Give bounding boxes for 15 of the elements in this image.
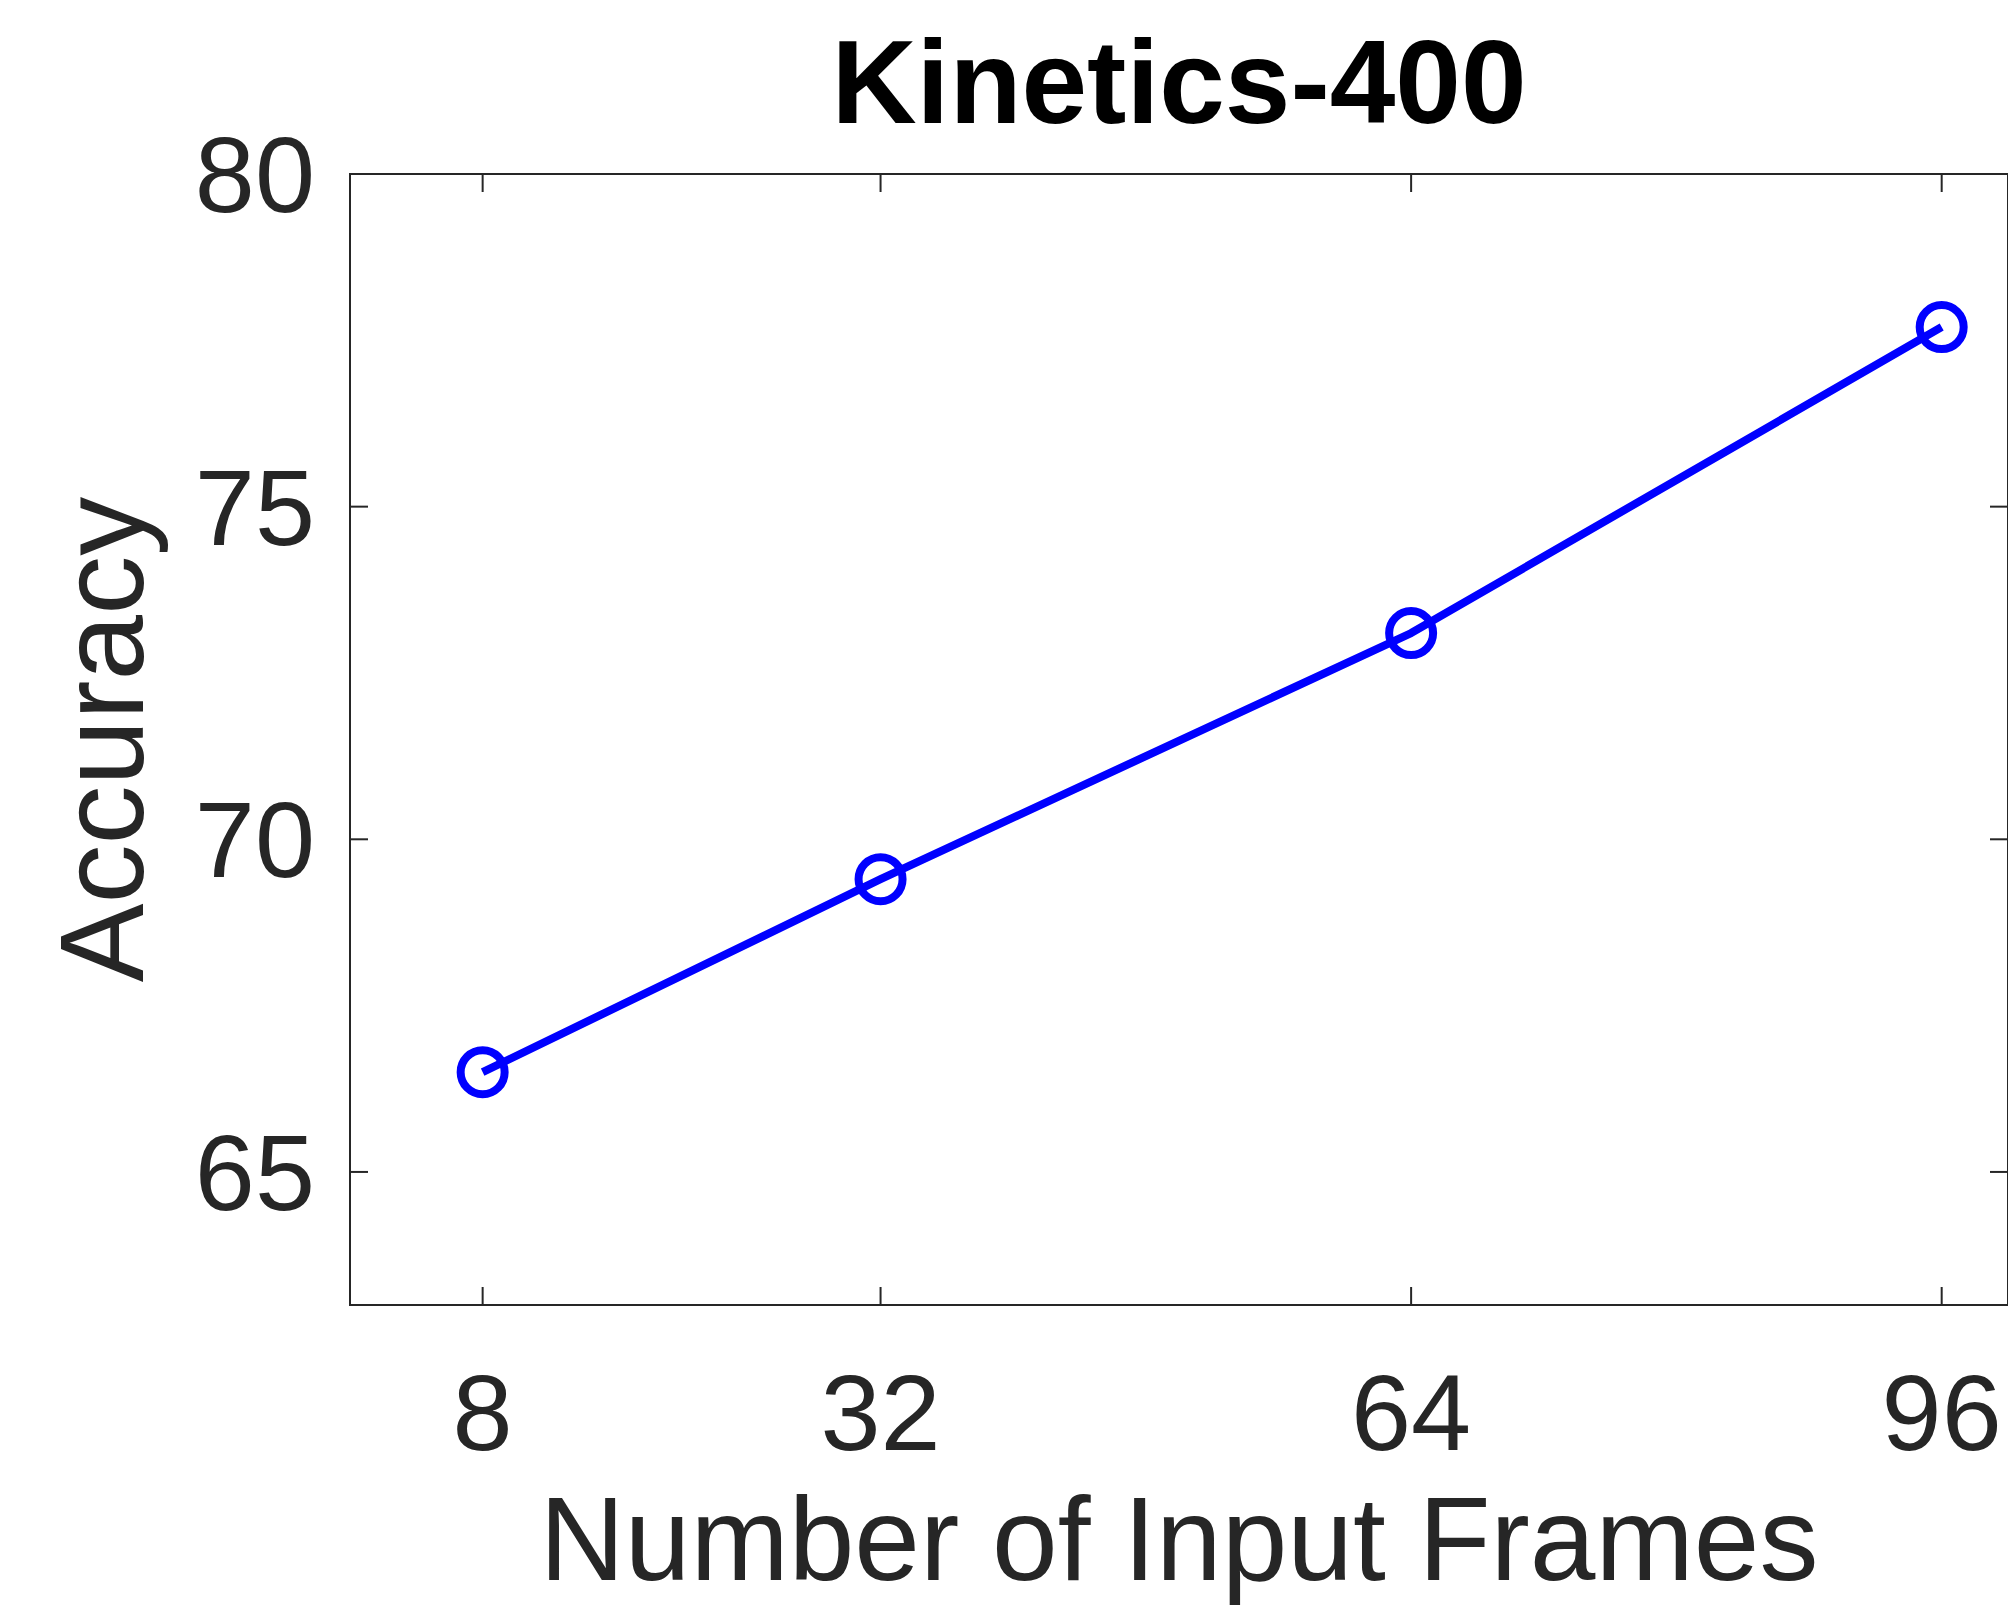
y-tick-label: 65 (194, 1111, 315, 1233)
y-axis-title: Accuracy (36, 496, 168, 983)
point (1385, 607, 1438, 660)
point (854, 853, 907, 906)
y-tick-label: 75 (194, 446, 315, 568)
y-tick-label: 70 (194, 779, 315, 901)
x-tick-label: 64 (1351, 1352, 1472, 1473)
point (1915, 301, 1968, 354)
x-axis-title: Number of Input Frames (539, 1473, 1819, 1605)
x-tick-label: 32 (820, 1352, 941, 1473)
y-tick-label: 80 (194, 114, 315, 235)
point (456, 1046, 509, 1099)
x-tick-label: 8 (452, 1352, 513, 1473)
chart-title: Kinetics-400 (831, 16, 1527, 148)
x-tick-label: 96 (1881, 1352, 2002, 1473)
